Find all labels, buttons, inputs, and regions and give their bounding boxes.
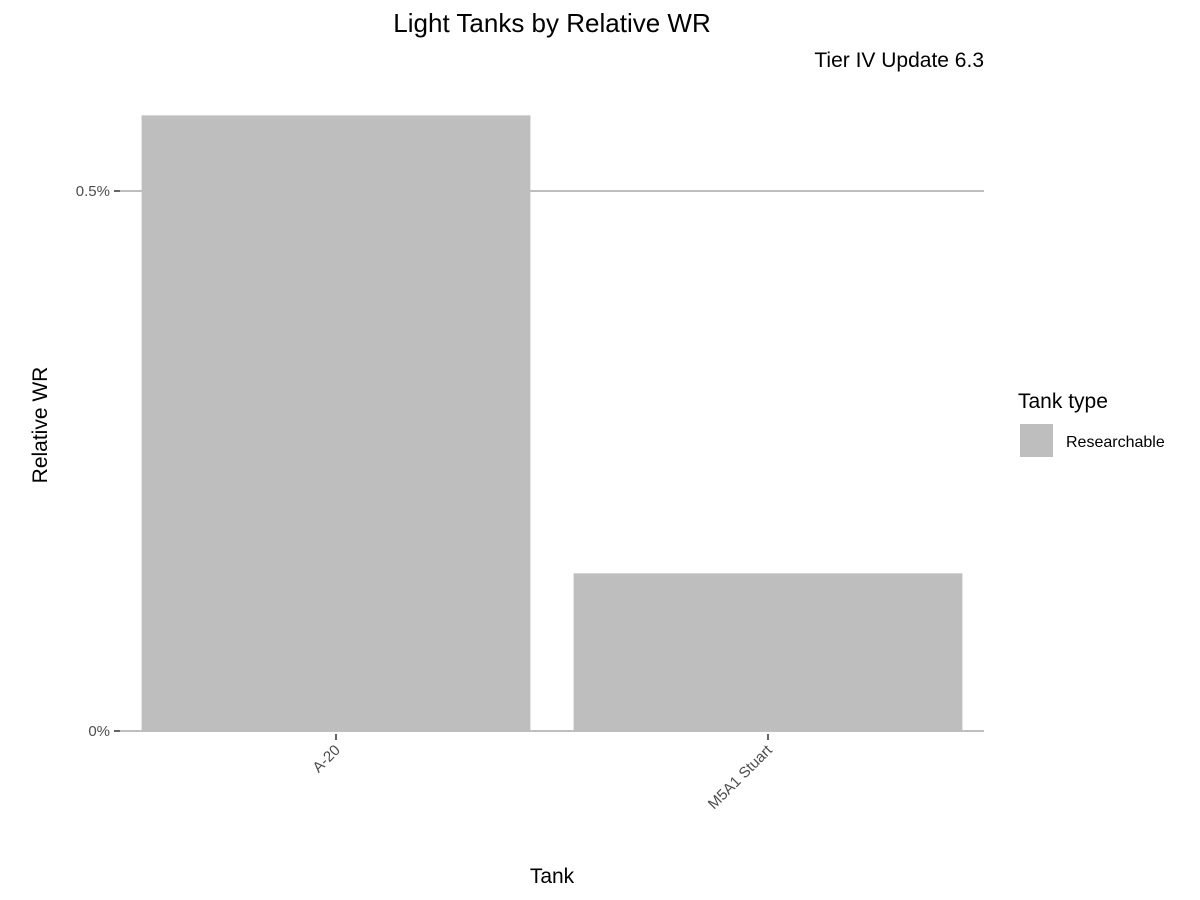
y-axis-title: Relative WR xyxy=(29,367,52,484)
y-tick-label-0: 0% xyxy=(88,723,110,740)
bars xyxy=(141,115,963,731)
y-axis: 0% 0.5% xyxy=(76,183,120,740)
chart-title: Light Tanks by Relative WR xyxy=(393,8,710,38)
legend-entries: Researchable xyxy=(1020,424,1165,457)
chart-subtitle: Tier IV Update 6.3 xyxy=(814,49,984,72)
y-tick-label-1: 0.5% xyxy=(76,183,110,200)
bar-0 xyxy=(141,115,531,731)
x-axis-title: Tank xyxy=(530,865,575,888)
legend: Tank type Researchable xyxy=(1018,390,1165,457)
x-tick-label-0: A-20 xyxy=(309,742,343,776)
legend-label-0: Researchable xyxy=(1066,434,1165,451)
bar-1 xyxy=(573,573,963,731)
x-tick-label-1: M5A1 Stuart xyxy=(705,741,777,813)
legend-title: Tank type xyxy=(1018,390,1108,413)
x-axis: A-20 M5A1 Stuart xyxy=(309,734,776,813)
legend-swatch-0 xyxy=(1020,424,1053,457)
